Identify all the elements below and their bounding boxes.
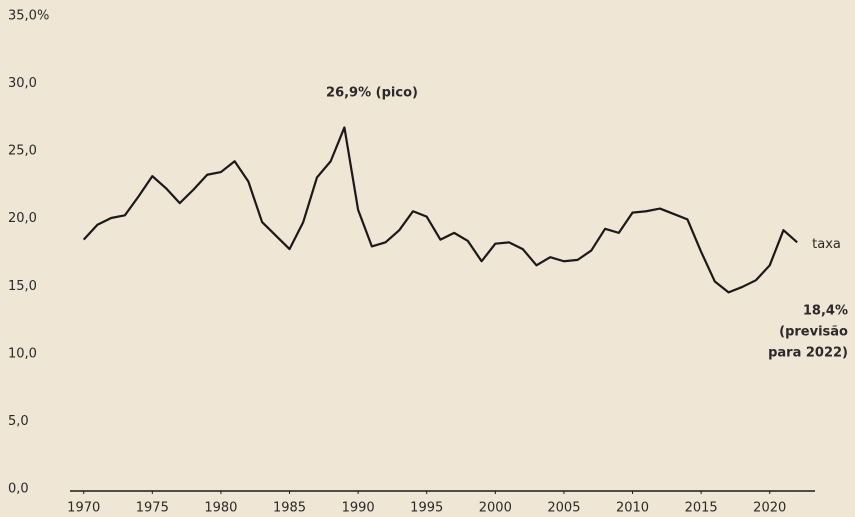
y-tick-label: 35,0% xyxy=(8,9,49,24)
y-tick-label: 10,0 xyxy=(8,346,37,361)
y-tick-label: 15,0 xyxy=(8,279,37,294)
y-tick-label: 5,0 xyxy=(8,414,29,429)
y-tick-label: 30,0 xyxy=(8,76,37,91)
series-label: taxa xyxy=(812,237,841,252)
x-tick-label: 1995 xyxy=(410,501,443,516)
y-tick-label: 0,0 xyxy=(8,482,29,497)
y-tick-label: 20,0 xyxy=(8,211,37,226)
y-tick-label: 25,0 xyxy=(8,144,37,159)
x-tick-label: 1990 xyxy=(342,501,375,516)
line-series xyxy=(82,126,798,294)
x-tick-label: 1970 xyxy=(67,501,100,516)
x-tick-label: 1980 xyxy=(204,501,237,516)
forecast-annotation: 18,4% xyxy=(803,304,848,319)
x-tick-label: 1975 xyxy=(136,501,169,516)
x-tick-label: 1985 xyxy=(273,501,306,516)
forecast-annotation: (previsão xyxy=(779,325,848,340)
peak-annotation: 26,9% (pico) xyxy=(326,86,418,101)
x-tick-label: 2010 xyxy=(616,501,649,516)
x-tick-label: 2005 xyxy=(547,501,580,516)
x-tick-label: 2020 xyxy=(753,501,786,516)
x-tick-label: 2015 xyxy=(685,501,718,516)
x-tick-label: 2000 xyxy=(479,501,512,516)
forecast-annotation: para 2022) xyxy=(768,346,848,361)
